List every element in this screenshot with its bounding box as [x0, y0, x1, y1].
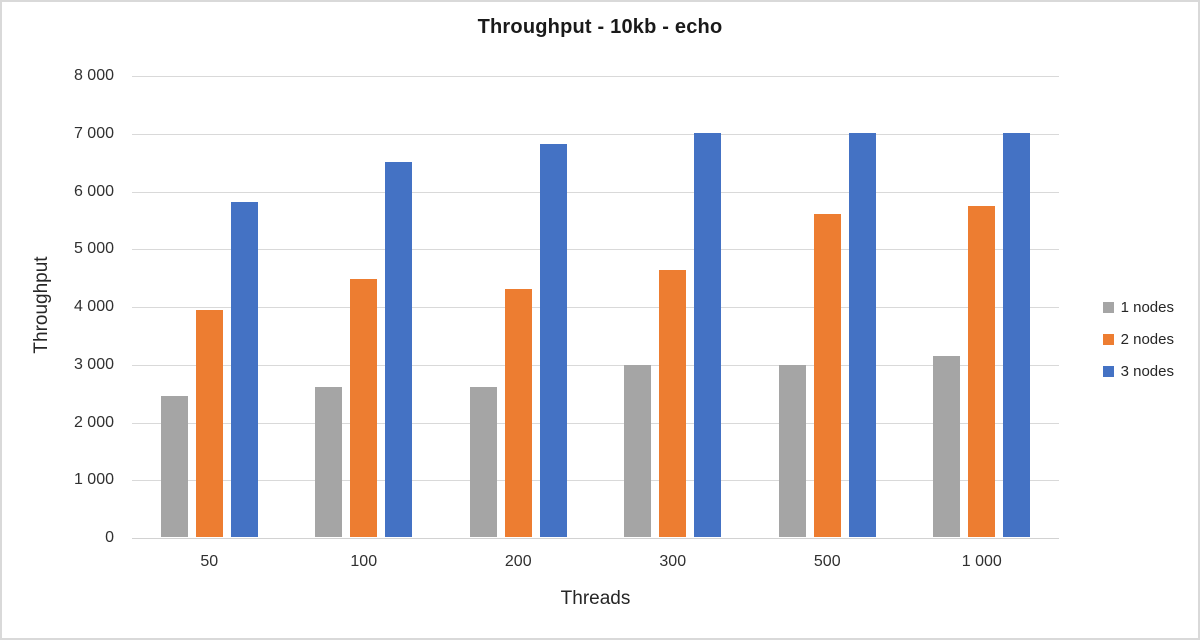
bar-group-200: [441, 75, 596, 537]
gridline-8000: [132, 76, 1059, 77]
y-tick-label-0: 0: [105, 529, 114, 546]
bar-1-nodes-300: [624, 365, 652, 537]
bar-1-nodes-200: [469, 386, 497, 537]
bar-3-nodes-1000: [1003, 132, 1031, 537]
bar-3-nodes-100: [385, 161, 413, 537]
gridline-4000: [132, 307, 1059, 308]
gridline-6000: [132, 191, 1059, 193]
legend-item-2-nodes: 2 nodes: [1102, 331, 1174, 348]
bar-1-nodes-50: [160, 395, 188, 537]
bar-3-nodes-500: [848, 132, 876, 537]
y-tick-label-6000: 6 000: [73, 182, 114, 200]
y-tick-label-8000: 8 000: [73, 67, 114, 84]
gridline-2000: [132, 422, 1059, 424]
x-tick-label-200: 200: [504, 553, 532, 570]
bar-3-nodes-50: [230, 202, 258, 537]
bar-groups: [132, 75, 1059, 537]
legend: 1 nodes 2 nodes 3 nodes: [1102, 299, 1174, 380]
x-axis-title: Threads: [560, 588, 631, 609]
bar-3-nodes-300: [694, 132, 722, 537]
legend-swatch-icon: [1102, 366, 1114, 377]
bar-2-nodes-1000: [968, 205, 996, 537]
y-tick-label-3000: 3 000: [73, 355, 114, 373]
plot-area: [132, 75, 1059, 539]
bar-group-50: [132, 75, 287, 537]
legend-label: 3 nodes: [1120, 363, 1174, 380]
gridline-7000: [132, 133, 1059, 135]
x-axis-tick-labels: 50 100 200 300 500 1 000: [132, 553, 1059, 571]
bar-1-nodes-1000: [933, 355, 961, 537]
x-tick-label-100: 100: [350, 553, 378, 570]
bar-group-500: [750, 75, 905, 537]
chart-title: Throughput - 10kb - echo: [477, 16, 723, 38]
bar-2-nodes-500: [813, 213, 841, 537]
bar-1-nodes-100: [315, 386, 343, 537]
x-tick-label-50: 50: [200, 553, 219, 570]
legend-label: 1 nodes: [1120, 299, 1174, 316]
y-axis-tick-labels: 0 1 000 2 000 3 000 4 000 5 000 6 000 7 000 8 00…: [2, 67, 114, 546]
legend-swatch-icon: [1102, 302, 1114, 313]
bar-3-nodes-200: [539, 144, 567, 537]
bar-2-nodes-300: [659, 270, 687, 537]
bar-group-1000: [905, 75, 1060, 537]
y-tick-label-5000: 5 000: [73, 240, 114, 258]
y-tick-label-2000: 2 000: [73, 413, 114, 431]
gridline-5000: [132, 249, 1059, 251]
bar-group-100: [287, 75, 442, 537]
x-tick-label-500: 500: [813, 553, 841, 570]
bar-group-300: [596, 75, 751, 537]
legend-label: 2 nodes: [1120, 331, 1174, 348]
bar-2-nodes-200: [504, 288, 532, 537]
legend-swatch-icon: [1102, 334, 1114, 345]
bar-2-nodes-50: [195, 310, 223, 537]
gridline-3000: [132, 364, 1059, 366]
bar-1-nodes-500: [778, 365, 806, 537]
legend-item-1-nodes: 1 nodes: [1102, 299, 1174, 316]
x-tick-label-300: 300: [659, 553, 687, 570]
x-axis-line: [132, 538, 1059, 539]
gridline-1000: [132, 480, 1059, 482]
y-tick-label-1000: 1 000: [73, 471, 114, 489]
y-tick-label-4000: 4 000: [73, 298, 114, 315]
legend-item-3-nodes: 3 nodes: [1102, 363, 1174, 380]
y-tick-label-7000: 7 000: [73, 124, 114, 142]
bar-2-nodes-100: [350, 278, 378, 537]
x-tick-label-1000: 1 000: [961, 553, 1002, 570]
